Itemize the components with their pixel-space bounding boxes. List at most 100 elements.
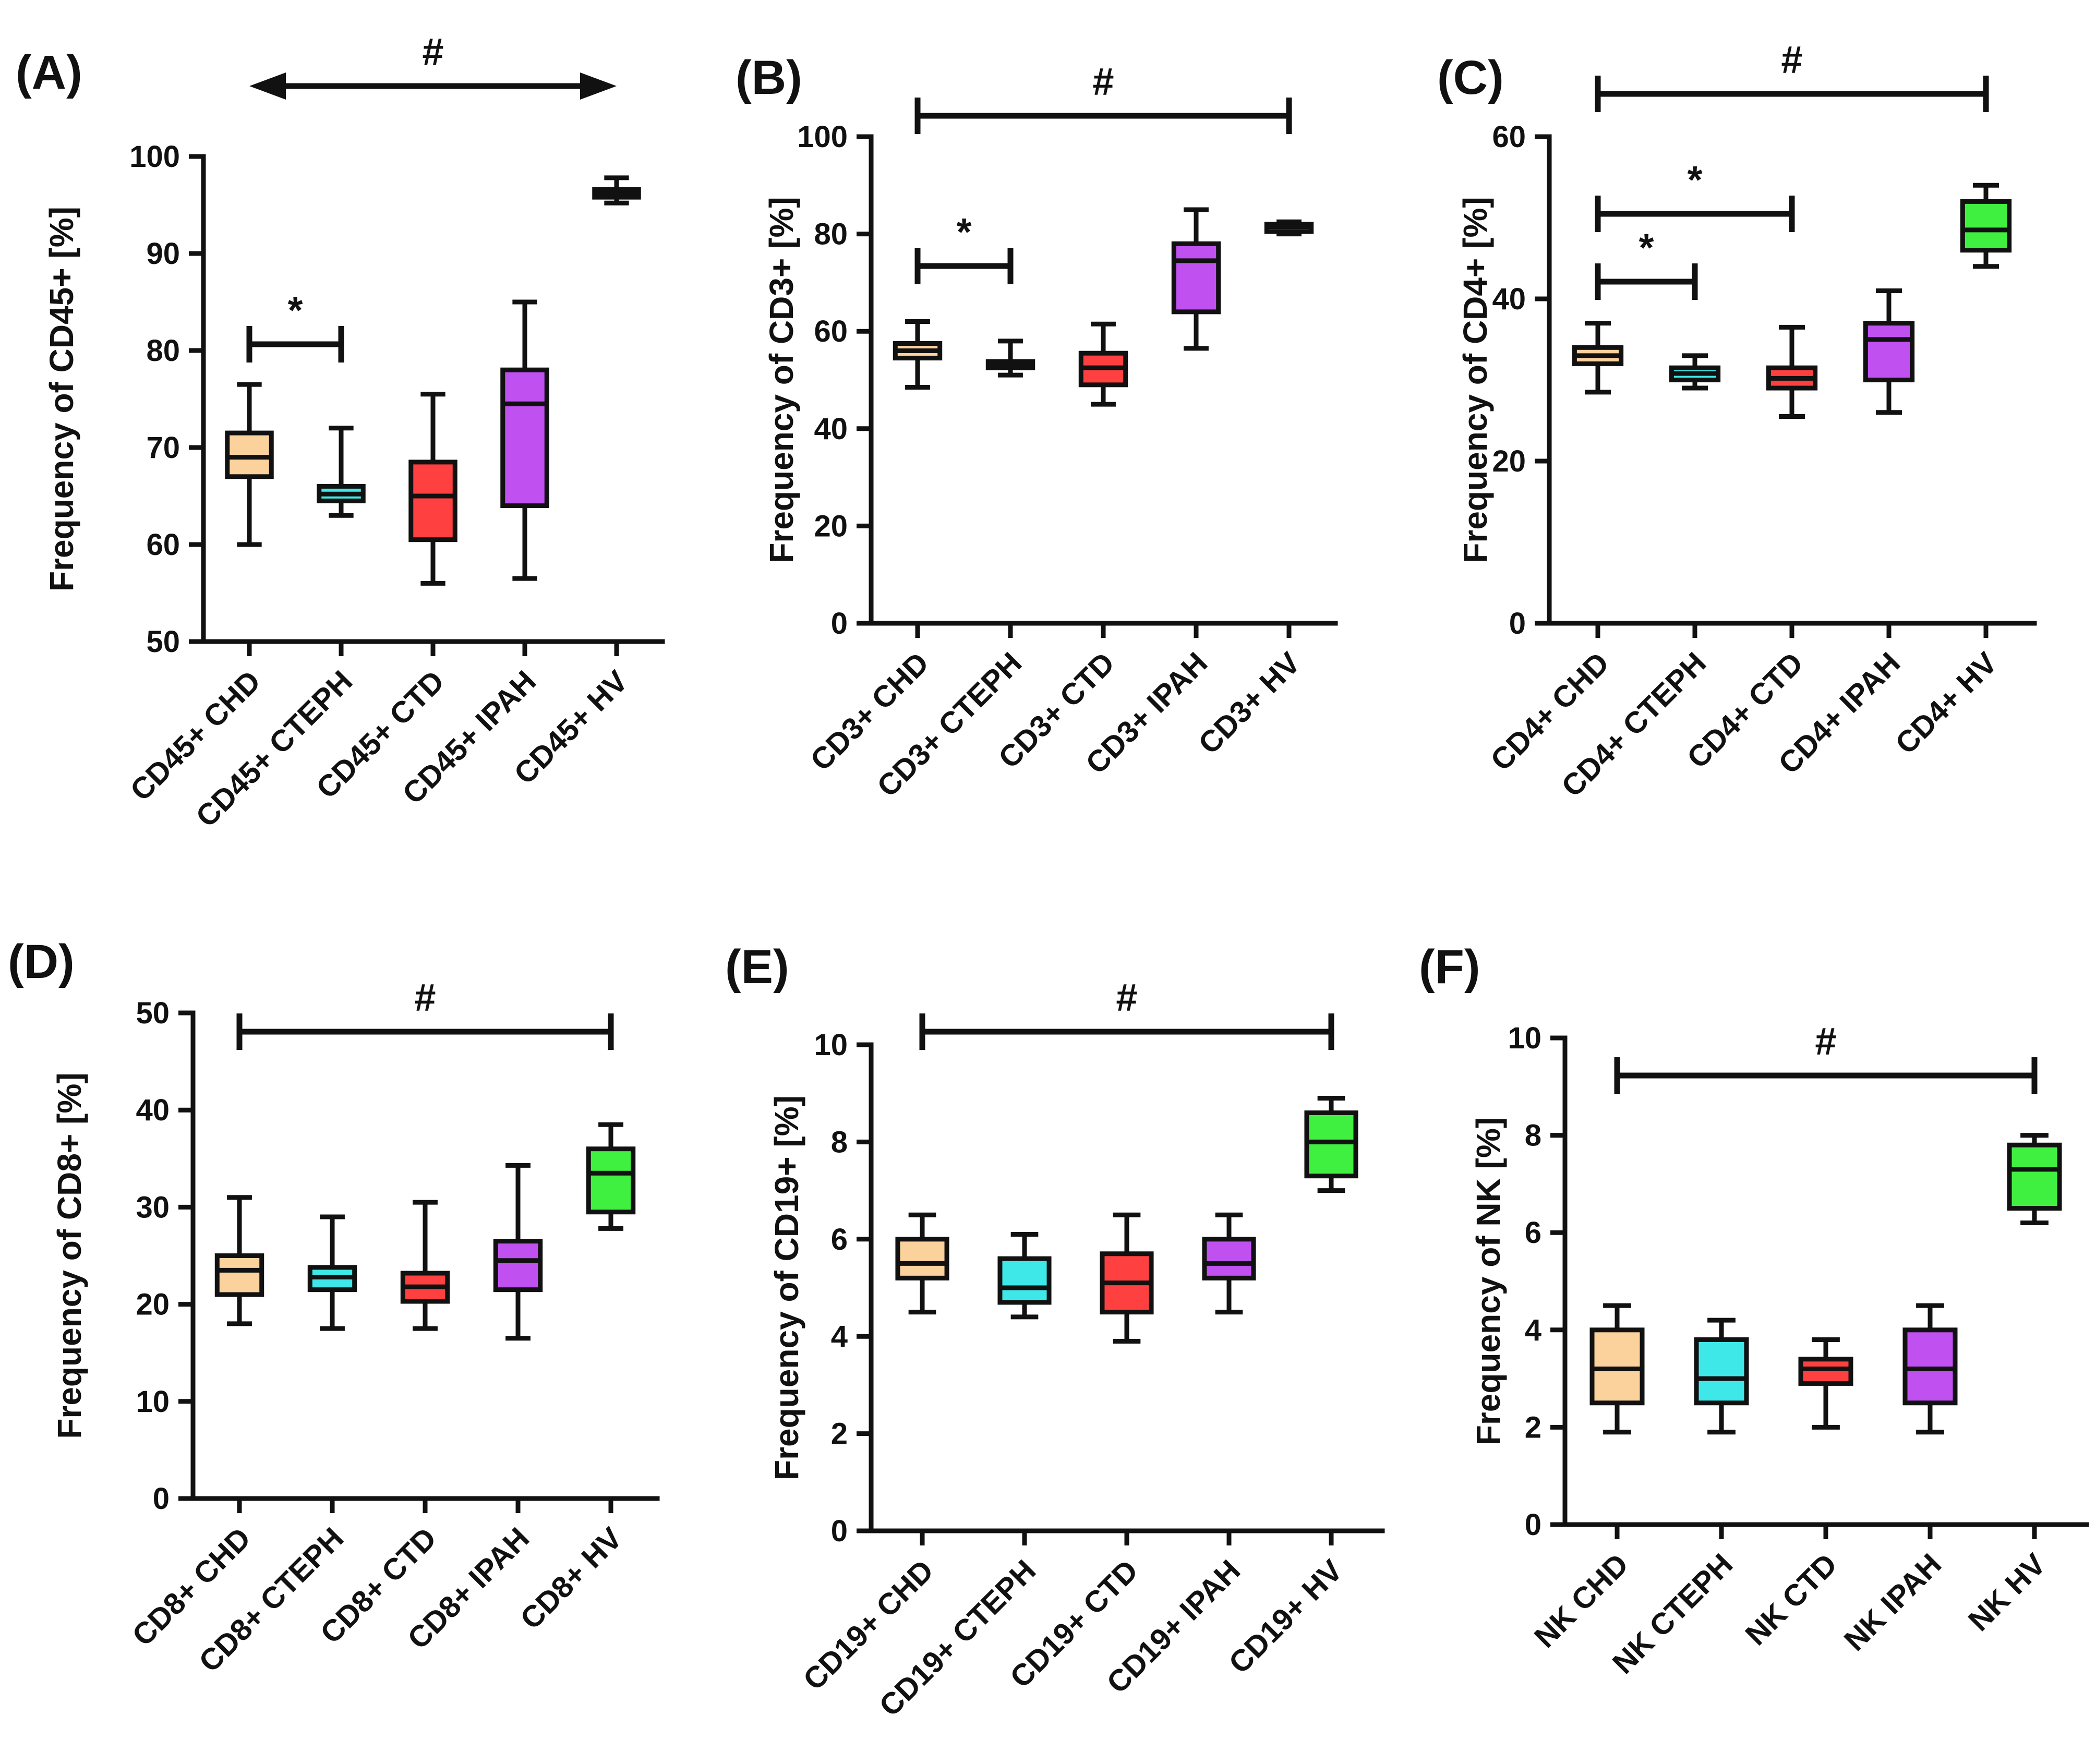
y-tick-label: 20 xyxy=(1492,444,1526,478)
x-category-label: NK IPAH xyxy=(1838,1547,1948,1658)
box-body xyxy=(1304,1110,1358,1179)
box-body xyxy=(214,1253,264,1297)
box-body xyxy=(1202,1237,1256,1280)
box-2 xyxy=(1078,321,1128,407)
panel-label: (D) xyxy=(8,935,75,988)
y-tick-label: 10 xyxy=(1508,1021,1541,1055)
box-body xyxy=(2007,1142,2062,1211)
box-0 xyxy=(895,1212,949,1315)
box-body xyxy=(408,460,457,542)
box-body xyxy=(895,1237,949,1280)
box-2 xyxy=(1100,1212,1154,1344)
arrow-head-left xyxy=(249,73,286,100)
y-tick-label: 40 xyxy=(136,1093,170,1127)
y-tick-label: 4 xyxy=(1525,1313,1541,1347)
box-0 xyxy=(225,382,274,547)
x-category-label: NK CHD xyxy=(1528,1547,1635,1654)
significance-symbol: * xyxy=(288,288,303,332)
y-tick-label: 2 xyxy=(1525,1410,1541,1444)
box-3 xyxy=(500,299,549,581)
y-tick-label: 40 xyxy=(814,412,848,446)
panel-label: (E) xyxy=(725,940,789,994)
box-4 xyxy=(1304,1096,1358,1193)
box-2 xyxy=(1798,1337,1853,1430)
y-tick-label: 4 xyxy=(831,1320,848,1354)
y-tick-label: 60 xyxy=(146,528,180,562)
y-tick-label: 6 xyxy=(831,1223,848,1256)
box-3 xyxy=(1202,1212,1256,1315)
significance-annotation: * xyxy=(246,288,344,363)
box-body xyxy=(1863,321,1915,383)
box-0 xyxy=(1572,321,1624,395)
y-tick-label: 80 xyxy=(814,218,848,251)
box-2 xyxy=(408,392,457,586)
panel-b: (B) 0 20 40 60 80 100 Frequency of CD3+ [%] CD3+… xyxy=(736,51,1338,804)
arrow-head-right xyxy=(580,73,617,100)
box-body xyxy=(1589,1327,1645,1406)
y-tick-label: 0 xyxy=(831,1514,848,1548)
y-tick-label: 30 xyxy=(136,1190,170,1224)
significance-annotation: * xyxy=(1595,158,1795,232)
y-tick-label: 0 xyxy=(153,1482,170,1516)
significance-symbol: # xyxy=(1815,1020,1836,1063)
box-3 xyxy=(493,1163,543,1341)
box-0 xyxy=(1589,1303,1645,1435)
y-tick-label: 90 xyxy=(146,237,180,271)
significance-annotation: * xyxy=(1595,226,1698,300)
box-1 xyxy=(317,426,366,518)
box-4 xyxy=(586,1122,636,1231)
box-body xyxy=(1171,241,1221,315)
panel-label: (C) xyxy=(1437,51,1504,104)
significance-symbol: # xyxy=(1092,60,1114,103)
box-4 xyxy=(2007,1133,2062,1226)
box-1 xyxy=(1669,353,1721,391)
y-tick-label: 80 xyxy=(146,334,180,368)
significance-annotation: # xyxy=(919,976,1334,1050)
box-3 xyxy=(1171,207,1221,351)
box-body xyxy=(1960,199,2012,253)
panel-label: (B) xyxy=(736,51,802,104)
y-tick-label: 0 xyxy=(1525,1508,1541,1542)
y-tick-label: 10 xyxy=(814,1028,848,1062)
y-axis-label: Frequency of CD19+ [%] xyxy=(768,1095,805,1480)
box-body xyxy=(1694,1337,1749,1406)
box-body xyxy=(586,1146,636,1215)
box-3 xyxy=(1863,288,1915,415)
x-category-label: CD4+ HV xyxy=(1889,646,2004,761)
x-category-label: NK HV xyxy=(1962,1547,2053,1638)
y-tick-label: 8 xyxy=(1525,1119,1541,1153)
box-1 xyxy=(307,1214,357,1331)
box-4 xyxy=(1264,219,1314,237)
y-tick-label: 10 xyxy=(136,1385,170,1419)
x-category-label: NK CTD xyxy=(1739,1547,1844,1652)
box-4 xyxy=(1960,183,2012,269)
significance-symbol: # xyxy=(422,30,443,74)
y-tick-label: 70 xyxy=(146,431,180,465)
box-body xyxy=(500,367,549,509)
y-axis-label: Frequency of NK [%] xyxy=(1469,1117,1507,1445)
significance-annotation: # xyxy=(236,976,614,1050)
x-category-label: CD3+ HV xyxy=(1192,646,1307,761)
y-tick-label: 2 xyxy=(831,1417,848,1451)
significance-annotation: * xyxy=(914,210,1014,284)
y-tick-label: 60 xyxy=(814,315,848,348)
y-axis-label: Frequency of CD4+ [%] xyxy=(1456,197,1494,563)
y-tick-label: 50 xyxy=(146,625,180,659)
y-tick-label: 6 xyxy=(1525,1216,1541,1250)
significance-annotation: # xyxy=(1595,38,1989,112)
significance-annotation: # xyxy=(249,30,617,100)
box-3 xyxy=(1902,1303,1958,1435)
box-1 xyxy=(997,1231,1052,1320)
significance-symbol: # xyxy=(1116,976,1137,1019)
y-tick-label: 0 xyxy=(831,607,848,641)
box-4 xyxy=(592,175,641,206)
box-2 xyxy=(1766,324,1818,419)
y-axis-label: Frequency of CD3+ [%] xyxy=(763,197,800,563)
panel-label: (A) xyxy=(16,46,82,99)
y-tick-label: 100 xyxy=(129,140,180,174)
significance-symbol: * xyxy=(1639,226,1654,269)
y-tick-label: 0 xyxy=(1509,607,1526,641)
significance-annotation: # xyxy=(914,60,1292,134)
y-tick-label: 8 xyxy=(831,1125,848,1159)
